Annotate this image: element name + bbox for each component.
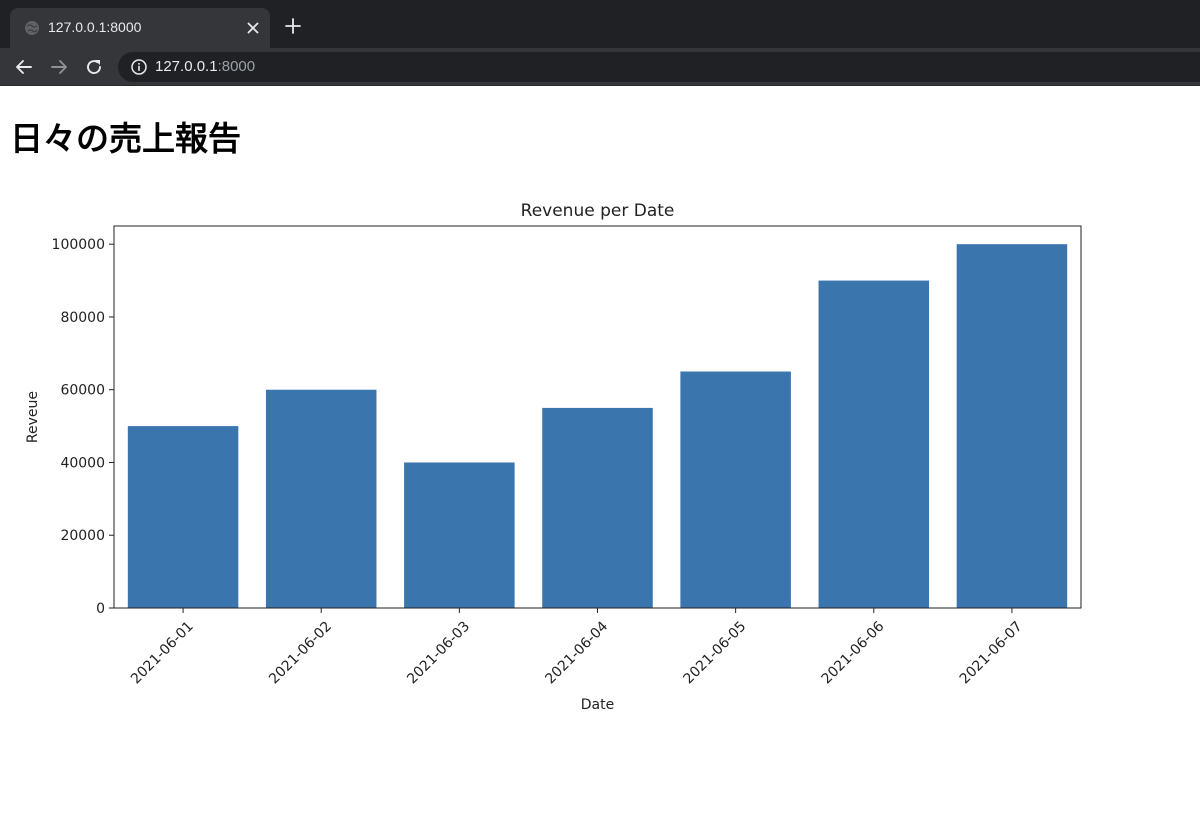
x-tick-label: 2021-06-06 [819,618,888,687]
globe-icon [25,21,39,35]
y-tick-label: 40000 [60,455,105,471]
bar [127,426,239,608]
tab-title: 127.0.0.1:8000 [48,19,142,35]
y-tick-label: 80000 [60,310,105,326]
chart-title: Revenue per Date [521,201,675,221]
url-text: 127.0.0.1:8000 [155,58,255,75]
browser-toolbar: 127.0.0.1:8000 [0,48,1200,86]
bar [680,371,791,608]
forward-arrow-icon[interactable] [48,56,70,78]
bar [956,244,1068,608]
plus-icon[interactable] [282,15,304,37]
address-bar[interactable]: 127.0.0.1:8000 [118,52,1200,82]
bar [404,462,515,608]
x-tick-label: 2021-06-02 [266,618,335,687]
y-axis-label: Reveue [25,391,41,443]
y-tick-label: 20000 [60,528,105,544]
browser-tab-bar: 127.0.0.1:8000 [0,0,1200,48]
info-icon[interactable] [130,58,148,76]
y-tick-label: 60000 [60,383,105,399]
revenue-bar-chart: 0 20000 40000 60000 80000 100000 2021-06-01 202… [25,201,1082,713]
url-host: 127.0.0.1 [155,58,218,75]
bar [818,280,930,608]
x-tick-label: 2021-06-07 [957,618,1026,687]
page-title: 日々の売上報告 [10,119,241,158]
bar [542,407,653,608]
reload-icon[interactable] [83,56,105,78]
x-axis-label: Date [581,697,614,713]
x-tick-label: 2021-06-01 [128,618,197,687]
y-tick-label: 100000 [52,237,105,253]
y-tick-label: 0 [96,601,105,617]
x-tick-label: 2021-06-05 [681,618,750,687]
x-tick-label: 2021-06-04 [542,618,611,687]
url-port: :8000 [217,58,256,75]
browser-tab[interactable]: 127.0.0.1:8000 [10,8,270,48]
x-tick-label: 2021-06-03 [404,618,473,687]
bar [265,389,377,608]
close-icon[interactable] [244,19,262,37]
back-arrow-icon[interactable] [13,56,35,78]
